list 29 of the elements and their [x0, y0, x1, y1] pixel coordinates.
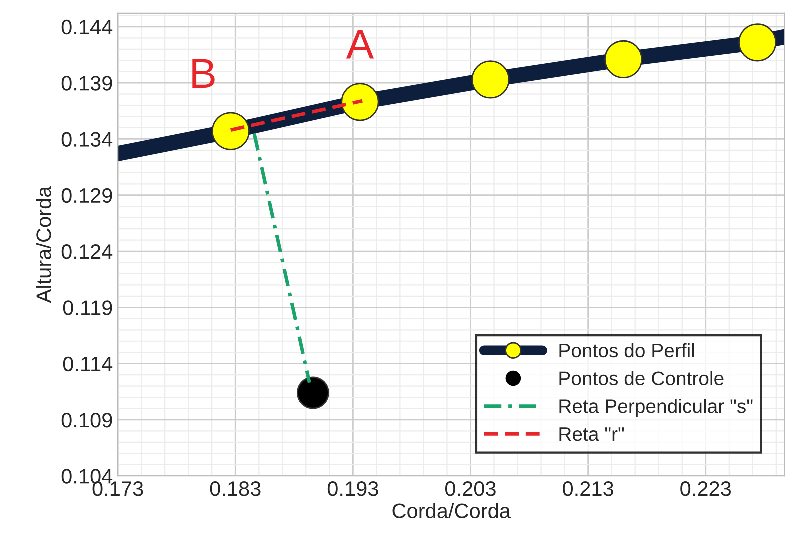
y-tick-label: 0.124: [62, 244, 113, 260]
annotation: B: [192, 59, 215, 88]
x-tick-label: 0.183: [210, 482, 261, 496]
y-tick-label: 0.144: [62, 20, 113, 35]
x-tick-label: 0.223: [680, 482, 732, 496]
point: [341, 83, 380, 122]
point: [738, 24, 777, 62]
point: [296, 376, 330, 410]
y-tick-label: 0.139: [62, 76, 112, 91]
legend-label: Pontos de Controle: [560, 371, 724, 386]
y-tick-label: 0.129: [62, 188, 112, 204]
legend-label: Pontos do Perfil: [560, 343, 694, 358]
point: [604, 40, 643, 79]
x-tick-label: 0.173: [92, 482, 144, 496]
legend-label: Reta "r": [560, 428, 624, 442]
annotation: A: [346, 30, 374, 59]
x-tick-label: 0.193: [328, 482, 378, 496]
y-tick-label: 0.114: [63, 356, 113, 372]
y-tick-label: 0.109: [62, 412, 112, 428]
legend-label: Reta Perpendicular "s": [560, 399, 753, 418]
x-tick-label: 0.213: [563, 482, 614, 496]
y-axis-title: Altura/Corda: [36, 186, 52, 304]
y-tick-label: 0.119: [63, 300, 112, 316]
point: [212, 112, 250, 150]
y-tick-label: 0.104: [62, 469, 113, 484]
x-tick-label: 0.203: [445, 482, 496, 496]
point: [472, 60, 510, 99]
y-tick-label: 0.134: [62, 132, 113, 147]
x-axis-title: Corda/Corda: [392, 503, 511, 518]
